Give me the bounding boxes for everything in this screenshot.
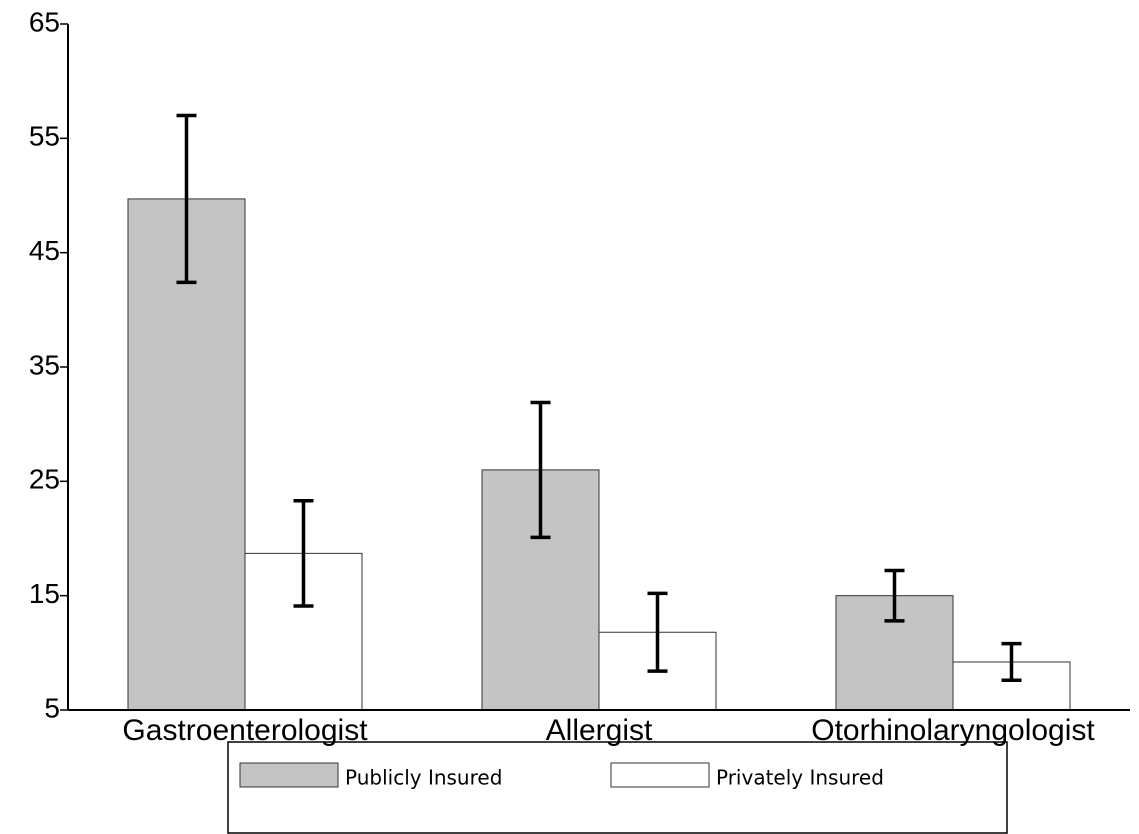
error-bar [884,568,905,623]
legend-label: Publicly Insured [345,766,502,790]
x-tick-label: Gastroenterologist [122,714,368,747]
legend-label: Privately Insured [716,766,884,790]
error-bar [293,499,314,608]
y-tick-label: 55 [29,121,60,152]
y-tick-label: 5 [44,692,60,723]
error-bar [647,591,668,673]
y-tick-label: 65 [29,6,60,37]
y-tick-label: 45 [29,235,60,266]
error-bar [530,400,551,540]
legend-swatch [239,762,339,788]
error-bar [1001,641,1022,683]
legend-swatch [610,762,710,788]
x-tick-label: Otorhinolaryngologist [811,714,1095,747]
y-tick-label: 25 [29,464,60,495]
error-bar [176,113,197,285]
x-tick-label: Allergist [546,714,653,747]
y-tick-label: 15 [29,578,60,609]
y-tick-label: 35 [29,349,60,380]
